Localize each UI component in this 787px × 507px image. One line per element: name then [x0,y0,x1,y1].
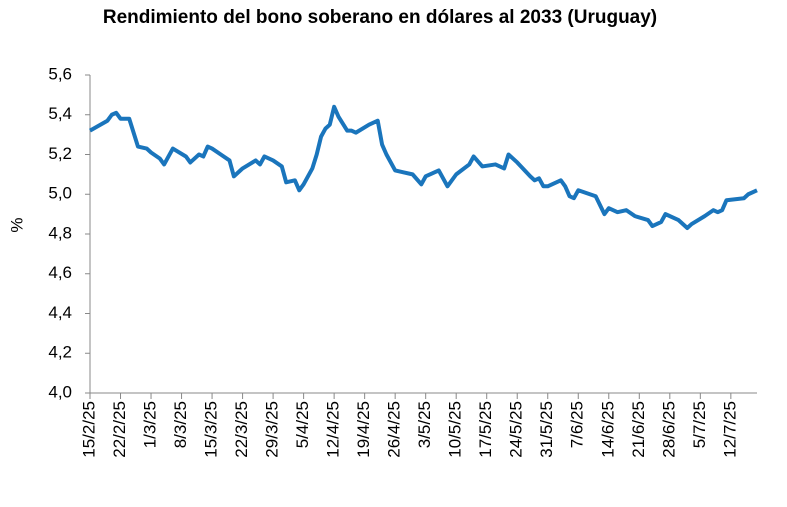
x-tick-label: 8/3/25 [171,401,190,448]
y-tick-label: 4,8 [48,223,72,242]
x-tick-label: 28/6/25 [659,401,678,458]
line-series [89,104,758,231]
x-tick-label: 14/6/25 [598,401,617,458]
y-tick-label: 5,2 [48,144,72,163]
x-tick-label: 24/5/25 [507,401,526,458]
y-tick-label: 4,4 [48,303,72,322]
y-axis-label: % [7,217,26,232]
x-tick-label: 22/2/25 [110,401,129,458]
x-tick-label: 10/5/25 [446,401,465,458]
x-tick-label: 12/4/25 [324,401,343,458]
x-tick-label: 22/3/25 [232,401,251,458]
x-tick-label: 26/4/25 [385,401,404,458]
y-tick-label: 4,0 [48,382,72,401]
x-tick-label: 19/4/25 [354,401,373,458]
x-tick-label: 15/2/25 [79,401,98,458]
y-tick-label: 5,0 [48,184,72,203]
x-tick-label: 21/6/25 [629,401,648,458]
x-tick-label: 17/5/25 [476,401,495,458]
y-tick-label: 4,6 [48,263,72,282]
x-tick-label: 15/3/25 [202,401,221,458]
x-tick-label: 7/6/25 [568,401,587,448]
y-tick-label: 4,2 [48,343,72,362]
x-tick-label: 3/5/25 [415,401,434,448]
x-tick-label: 5/7/25 [690,401,709,448]
x-tick-label: 1/3/25 [141,401,160,448]
x-tick-label: 12/7/25 [720,401,739,458]
x-tick-label: 5/4/25 [293,401,312,448]
y-tick-label: 5,4 [48,104,72,123]
x-tick-label: 31/5/25 [537,401,556,458]
chart-title: Rendimiento del bono soberano en dólares… [102,7,658,28]
x-tick-label: 29/3/25 [263,401,282,458]
y-tick-label: 5,6 [48,64,72,83]
